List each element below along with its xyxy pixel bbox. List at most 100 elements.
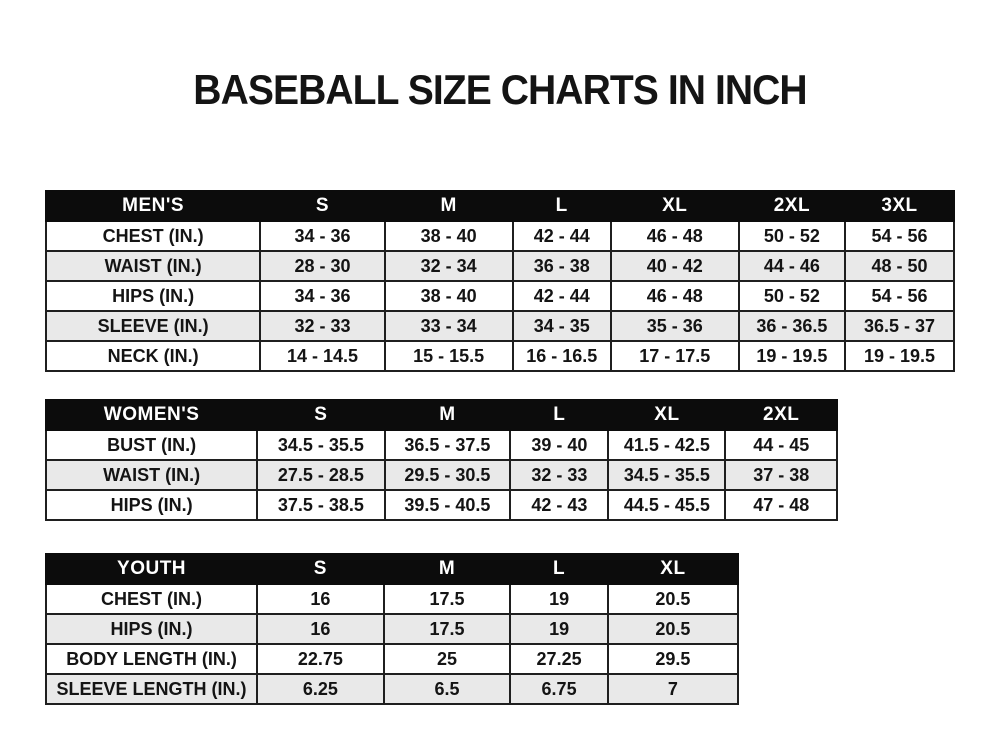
measurement-label: WAIST (IN.) <box>44 459 259 491</box>
measurement-label: CHEST (IN.) <box>44 220 262 252</box>
size-value-cell: 27.5 - 28.5 <box>256 459 386 491</box>
size-column-header: S <box>256 399 386 431</box>
size-value-cell: 16 - 16.5 <box>511 340 612 372</box>
size-column-header: XL <box>609 190 740 222</box>
size-value-cell: 15 - 15.5 <box>383 340 514 372</box>
size-value-cell: 36.5 - 37 <box>844 310 955 342</box>
size-value-cell: 19 <box>509 583 609 615</box>
table-row: SLEEVE LENGTH (IN.) 6.25 6.5 6.75 7 <box>44 673 740 705</box>
measurement-label: HIPS (IN.) <box>44 613 259 645</box>
size-value-cell: 35 - 36 <box>609 310 740 342</box>
table-row: HIPS (IN.) 37.5 - 38.5 39.5 - 40.5 42 - 43 4… <box>44 489 838 521</box>
size-column-header: S <box>256 553 385 585</box>
size-column-header: M <box>382 553 512 585</box>
mens-table-body: CHEST (IN.) 34 - 36 38 - 40 42 - 44 46 - 48 5… <box>44 220 955 372</box>
table-title-cell: YOUTH <box>44 553 259 585</box>
measurement-label: CHEST (IN.) <box>44 583 259 615</box>
size-value-cell: 32 - 33 <box>509 459 610 491</box>
mens-header-row: MEN'S S M L XL 2XL 3XL <box>44 190 955 222</box>
table-title-cell: WOMEN'S <box>44 399 259 431</box>
table-row: NECK (IN.) 14 - 14.5 15 - 15.5 16 - 16.5 17 … <box>44 340 955 372</box>
size-value-cell: 54 - 56 <box>844 280 955 312</box>
size-column-header: XL <box>607 399 727 431</box>
size-value-cell: 17.5 <box>382 613 512 645</box>
size-value-cell: 25 <box>382 643 512 675</box>
size-value-cell: 47 - 48 <box>724 489 838 521</box>
table-title-cell: MEN'S <box>44 190 262 222</box>
size-column-header: M <box>383 190 514 222</box>
size-value-cell: 42 - 43 <box>509 489 610 521</box>
youth-header-row: YOUTH S M L XL <box>44 553 740 585</box>
womens-table-body: BUST (IN.) 34.5 - 35.5 36.5 - 37.5 39 - 40 4… <box>44 429 838 521</box>
size-value-cell: 32 - 33 <box>259 310 386 342</box>
size-value-cell: 39 - 40 <box>509 429 610 461</box>
table-row: HIPS (IN.) 16 17.5 19 20.5 <box>44 613 740 645</box>
measurement-label: NECK (IN.) <box>44 340 262 372</box>
size-value-cell: 39.5 - 40.5 <box>383 489 512 521</box>
table-row: WAIST (IN.) 27.5 - 28.5 29.5 - 30.5 32 - 33… <box>44 459 838 491</box>
size-value-cell: 37 - 38 <box>724 459 838 491</box>
size-value-cell: 42 - 44 <box>511 220 612 252</box>
womens-header-row: WOMEN'S S M L XL 2XL <box>44 399 838 431</box>
size-value-cell: 6.25 <box>256 673 385 705</box>
size-column-header: L <box>509 399 610 431</box>
size-value-cell: 54 - 56 <box>844 220 955 252</box>
size-value-cell: 50 - 52 <box>737 220 847 252</box>
size-value-cell: 38 - 40 <box>383 220 514 252</box>
size-column-header: 2XL <box>724 399 838 431</box>
size-value-cell: 20.5 <box>606 583 740 615</box>
table-row: CHEST (IN.) 34 - 36 38 - 40 42 - 44 46 - 48 5… <box>44 220 955 252</box>
size-value-cell: 44 - 45 <box>724 429 838 461</box>
size-value-cell: 6.5 <box>382 673 512 705</box>
size-value-cell: 16 <box>256 583 385 615</box>
size-value-cell: 42 - 44 <box>511 280 612 312</box>
size-value-cell: 16 <box>256 613 385 645</box>
size-column-header: S <box>259 190 386 222</box>
size-value-cell: 44.5 - 45.5 <box>607 489 727 521</box>
size-value-cell: 32 - 34 <box>383 250 514 282</box>
size-value-cell: 34 - 35 <box>511 310 612 342</box>
table-row: BUST (IN.) 34.5 - 35.5 36.5 - 37.5 39 - 40 4… <box>44 429 838 461</box>
size-value-cell: 34.5 - 35.5 <box>256 429 386 461</box>
mens-size-table: MEN'S S M L XL 2XL 3XL CHEST (IN.) 34 - 36 38 - … <box>44 190 955 372</box>
size-value-cell: 19 <box>509 613 609 645</box>
size-column-header: M <box>383 399 512 431</box>
size-value-cell: 33 - 34 <box>383 310 514 342</box>
size-column-header: 2XL <box>737 190 847 222</box>
youth-size-table: YOUTH S M L XL CHEST (IN.) 16 17.5 19 20.5 HIPS (… <box>44 553 740 705</box>
size-value-cell: 6.75 <box>509 673 609 705</box>
youth-table-body: CHEST (IN.) 16 17.5 19 20.5 HIPS (IN.) 16 17.5 1… <box>44 583 740 705</box>
size-value-cell: 46 - 48 <box>609 280 740 312</box>
page-title: BASEBALL SIZE CHARTS IN INCH <box>193 66 807 113</box>
size-value-cell: 22.75 <box>256 643 385 675</box>
size-value-cell: 20.5 <box>606 613 740 645</box>
size-value-cell: 34 - 36 <box>259 280 386 312</box>
size-value-cell: 46 - 48 <box>609 220 740 252</box>
size-value-cell: 34 - 36 <box>259 220 386 252</box>
size-value-cell: 36.5 - 37.5 <box>383 429 512 461</box>
measurement-label: HIPS (IN.) <box>44 489 259 521</box>
table-row: HIPS (IN.) 34 - 36 38 - 40 42 - 44 46 - 48 50… <box>44 280 955 312</box>
size-value-cell: 38 - 40 <box>383 280 514 312</box>
size-value-cell: 17 - 17.5 <box>609 340 740 372</box>
measurement-label: SLEEVE (IN.) <box>44 310 262 342</box>
womens-size-table: WOMEN'S S M L XL 2XL BUST (IN.) 34.5 - 35.5 36.… <box>44 399 838 521</box>
measurement-label: WAIST (IN.) <box>44 250 262 282</box>
table-row: BODY LENGTH (IN.) 22.75 25 27.25 29.5 <box>44 643 740 675</box>
size-value-cell: 40 - 42 <box>609 250 740 282</box>
measurement-label: BUST (IN.) <box>44 429 259 461</box>
size-value-cell: 44 - 46 <box>737 250 847 282</box>
size-value-cell: 27.25 <box>509 643 609 675</box>
size-value-cell: 29.5 - 30.5 <box>383 459 512 491</box>
size-value-cell: 37.5 - 38.5 <box>256 489 386 521</box>
size-column-header: L <box>509 553 609 585</box>
size-column-header: XL <box>606 553 740 585</box>
size-column-header: L <box>511 190 612 222</box>
size-value-cell: 19 - 19.5 <box>737 340 847 372</box>
size-column-header: 3XL <box>844 190 955 222</box>
size-value-cell: 17.5 <box>382 583 512 615</box>
size-value-cell: 28 - 30 <box>259 250 386 282</box>
size-value-cell: 34.5 - 35.5 <box>607 459 727 491</box>
measurement-label: BODY LENGTH (IN.) <box>44 643 259 675</box>
